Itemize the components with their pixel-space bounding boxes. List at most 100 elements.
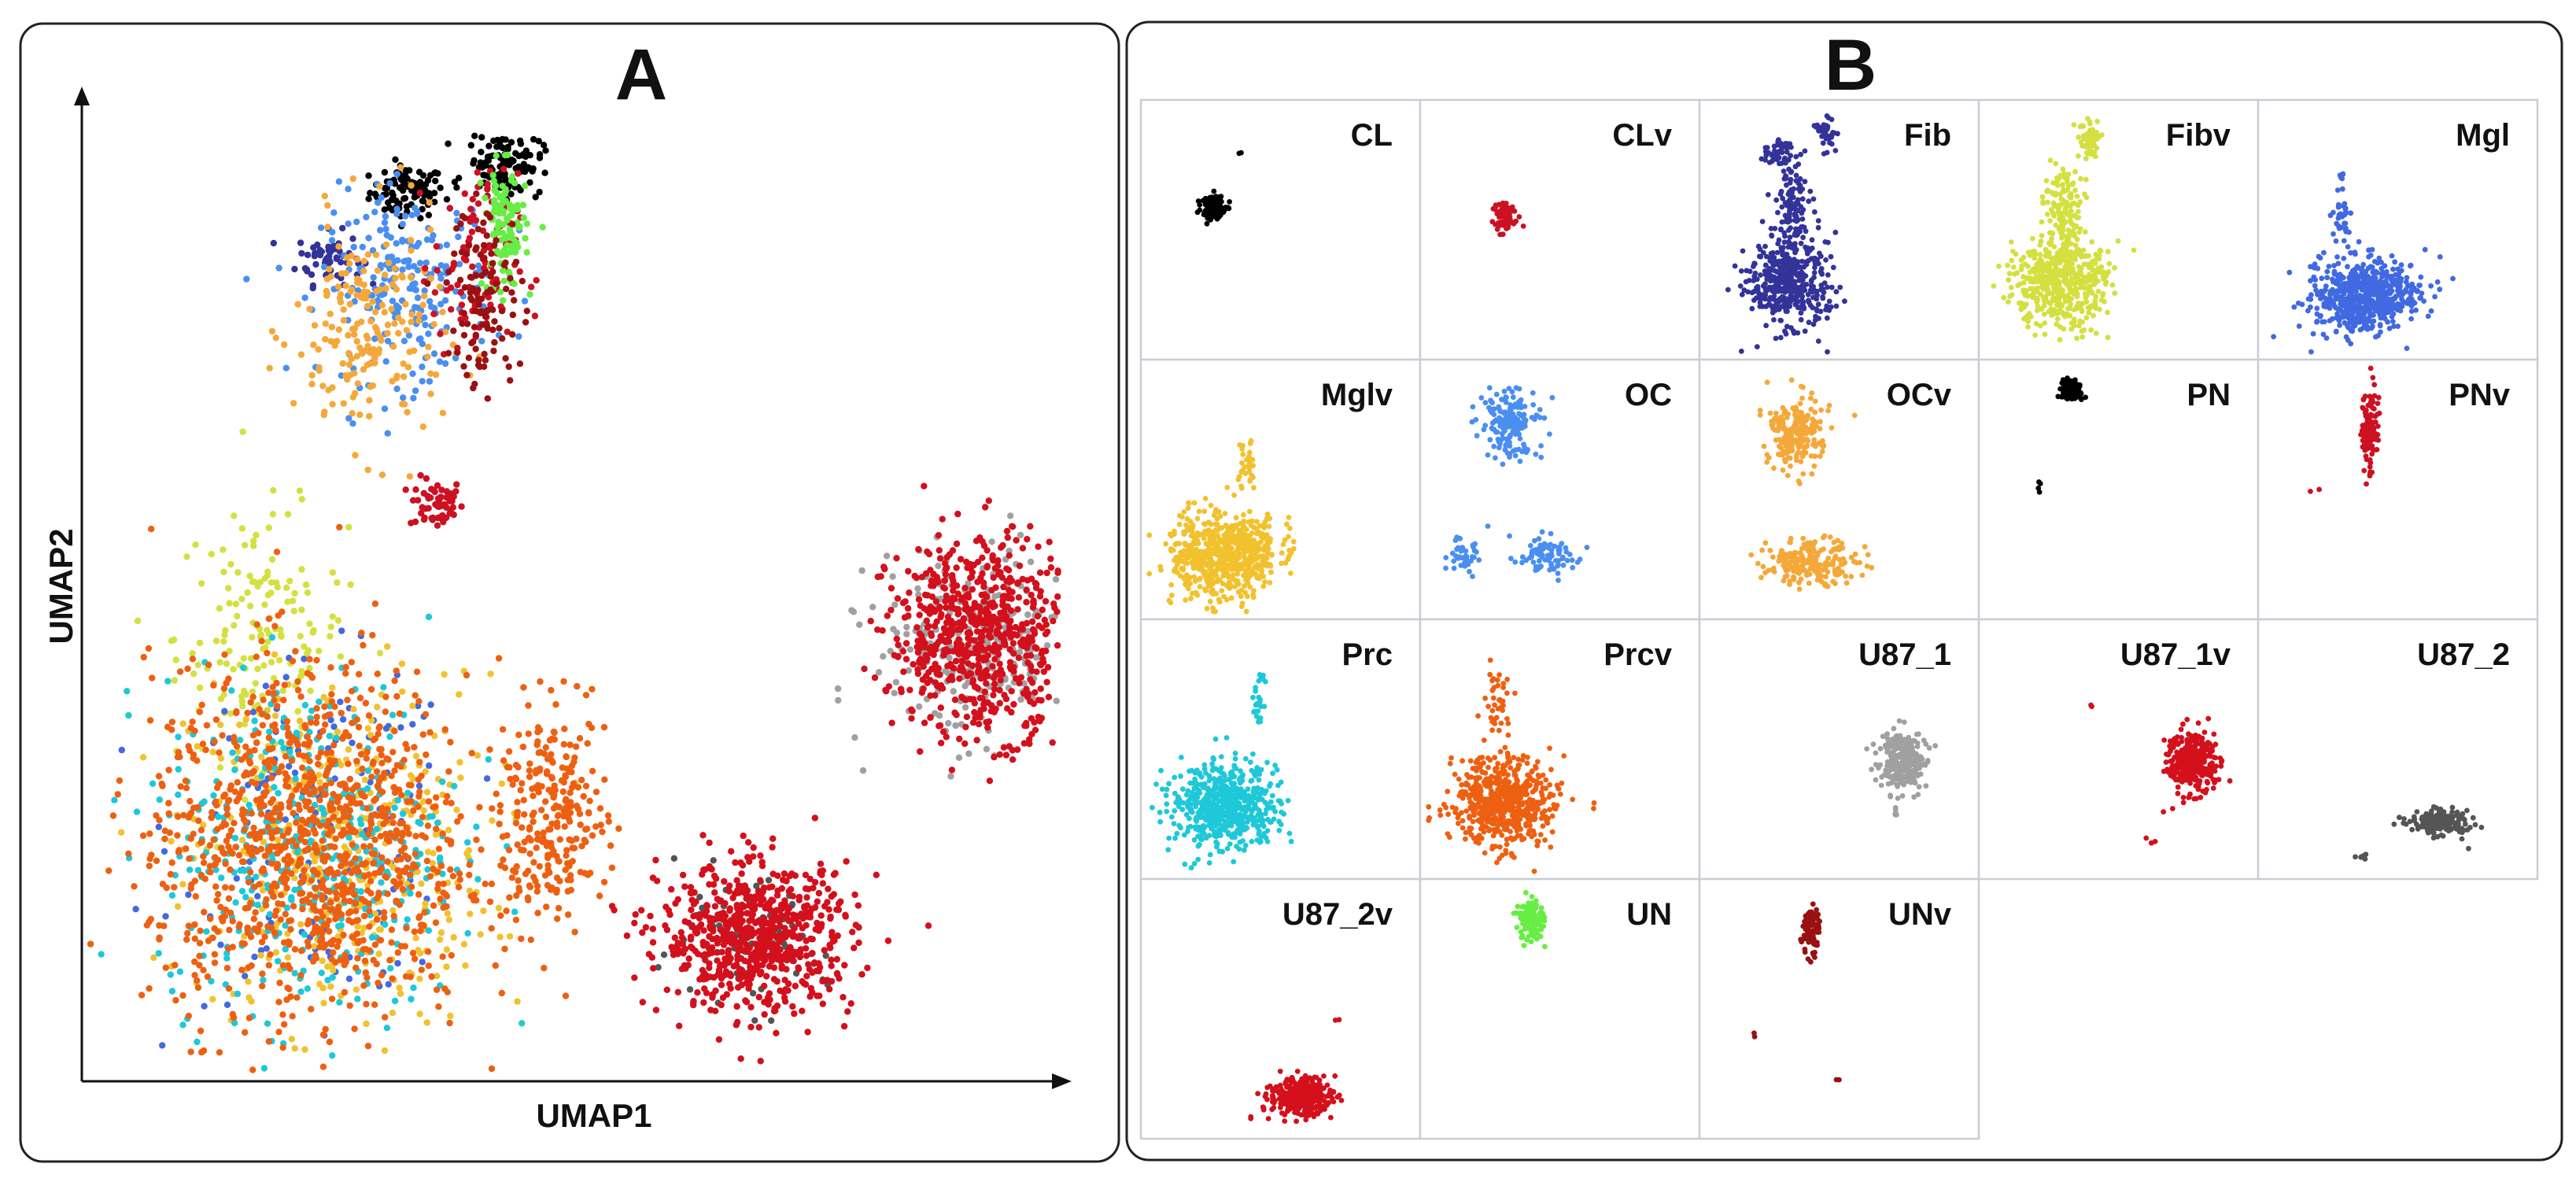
point — [277, 892, 285, 899]
point — [212, 798, 220, 805]
point — [323, 290, 330, 297]
point — [334, 943, 341, 951]
point — [402, 301, 409, 308]
point — [942, 565, 950, 572]
point — [185, 1012, 192, 1020]
point — [832, 870, 839, 877]
point — [327, 825, 334, 832]
point — [434, 973, 441, 980]
point — [438, 486, 445, 493]
point — [345, 331, 352, 339]
point — [432, 371, 440, 379]
point — [264, 1020, 271, 1027]
point — [294, 707, 301, 715]
point — [307, 769, 314, 776]
point — [436, 936, 444, 944]
point — [279, 1044, 286, 1051]
point — [701, 953, 708, 961]
point — [209, 995, 216, 1003]
point — [1006, 659, 1014, 666]
point — [390, 912, 397, 920]
point — [504, 143, 511, 150]
point — [347, 371, 354, 379]
point — [1033, 668, 1040, 675]
point — [433, 242, 440, 250]
point — [242, 743, 249, 751]
point — [270, 674, 278, 681]
point — [300, 752, 307, 759]
point — [118, 746, 125, 754]
point — [471, 157, 478, 164]
point — [185, 922, 193, 929]
point — [457, 813, 464, 820]
point — [361, 957, 369, 965]
point — [349, 719, 356, 726]
point — [348, 286, 356, 294]
point — [856, 621, 863, 628]
point — [455, 884, 463, 891]
point — [253, 531, 260, 539]
point — [377, 926, 384, 933]
point — [768, 896, 775, 903]
point — [969, 677, 977, 684]
point — [364, 804, 371, 812]
point — [260, 838, 268, 846]
point — [935, 562, 942, 570]
point — [1002, 640, 1009, 647]
point — [317, 749, 324, 756]
point — [319, 896, 327, 903]
point — [358, 318, 365, 326]
point — [733, 877, 740, 884]
point — [710, 857, 717, 864]
point — [327, 623, 334, 630]
point — [364, 831, 372, 838]
point — [217, 755, 225, 762]
point — [288, 1036, 295, 1043]
point — [1030, 597, 1037, 604]
point — [699, 832, 707, 839]
point — [179, 1021, 186, 1029]
point — [1054, 642, 1061, 649]
point — [179, 992, 186, 999]
point — [293, 842, 300, 850]
point — [1018, 641, 1026, 648]
point — [139, 754, 147, 761]
point — [430, 310, 437, 318]
point — [346, 807, 353, 814]
point — [835, 696, 842, 704]
point — [736, 965, 743, 973]
point — [423, 475, 430, 482]
point — [308, 674, 316, 681]
point — [451, 250, 458, 257]
point — [445, 768, 452, 775]
point — [280, 696, 287, 704]
point — [364, 767, 371, 774]
point — [131, 883, 138, 890]
point — [1050, 618, 1057, 625]
point — [334, 922, 342, 930]
point — [755, 1024, 762, 1031]
point — [419, 504, 426, 511]
point — [231, 512, 238, 519]
point — [825, 906, 832, 913]
point — [718, 981, 725, 988]
point — [367, 843, 374, 850]
point — [948, 673, 955, 680]
point — [212, 716, 220, 723]
point — [447, 866, 454, 874]
point — [1013, 537, 1020, 544]
point — [924, 624, 932, 631]
point — [221, 631, 228, 639]
point — [953, 564, 960, 571]
point — [966, 696, 973, 703]
point — [921, 482, 928, 489]
point — [915, 545, 922, 553]
point — [397, 855, 404, 863]
point — [811, 878, 819, 886]
point — [963, 558, 970, 566]
point — [417, 215, 424, 222]
point — [448, 951, 455, 959]
point — [397, 848, 405, 855]
point — [262, 902, 270, 909]
point — [426, 813, 434, 820]
